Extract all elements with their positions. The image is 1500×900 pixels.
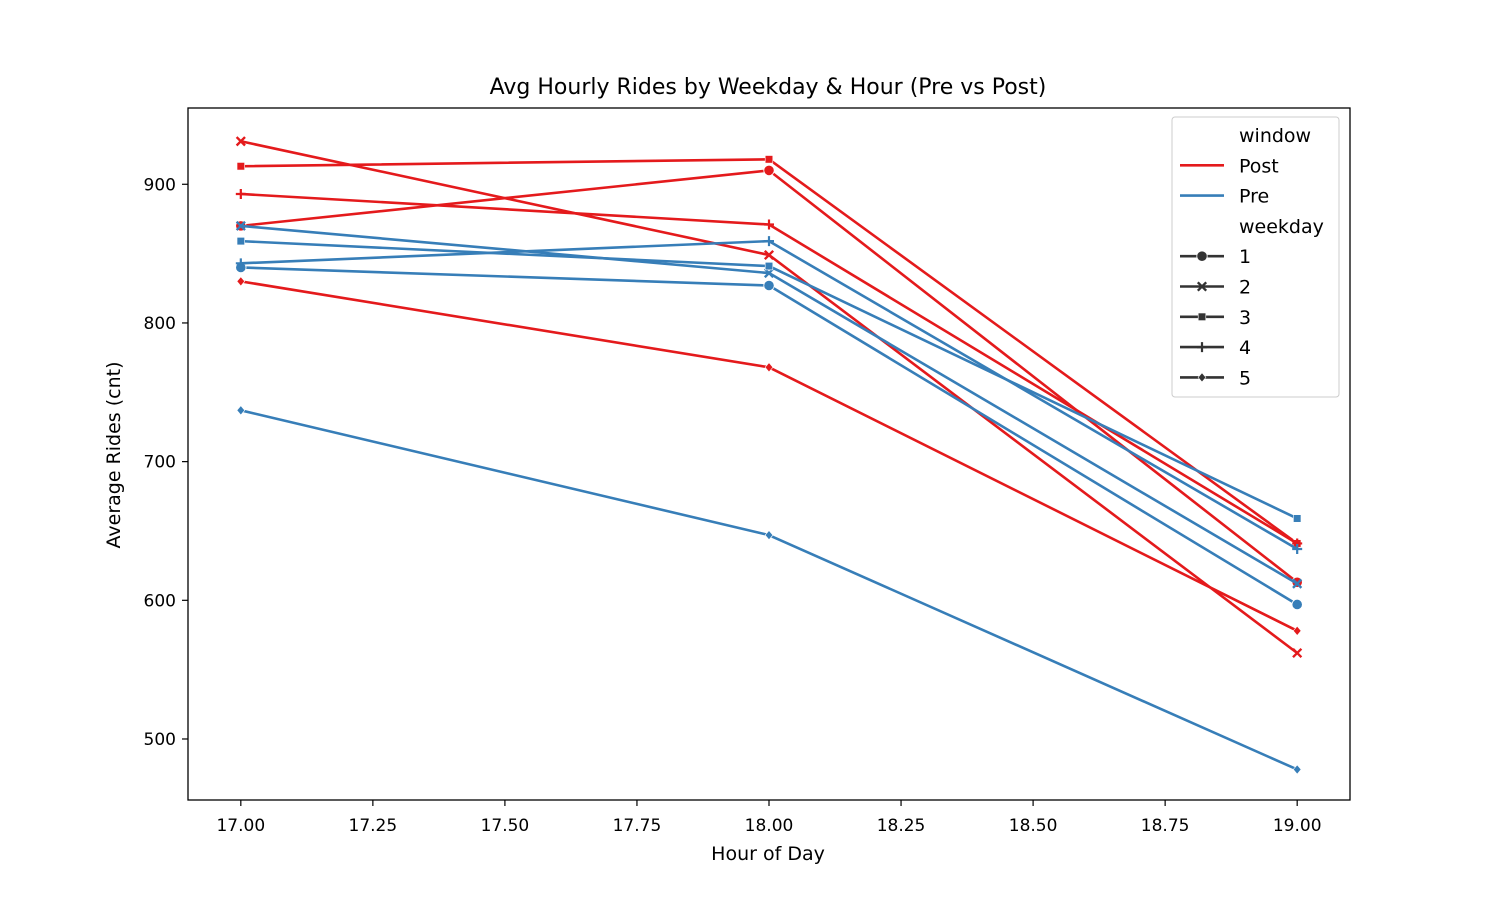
series-post-weekday-5 <box>236 276 1302 636</box>
data-point <box>235 258 246 269</box>
series-layer <box>235 136 1303 775</box>
legend-hue-title: window <box>1239 125 1311 147</box>
legend-marker <box>1197 342 1207 353</box>
data-point <box>235 220 246 231</box>
x-tick-label: 18.00 <box>745 816 794 836</box>
x-tick-label: 19.00 <box>1273 816 1322 836</box>
legend-item-weekday-3: 3 <box>1180 307 1251 329</box>
legend: window Post Pre weekday 1 2 3 4 5 <box>1171 116 1340 398</box>
x-tick-label: 18.75 <box>1141 816 1190 836</box>
data-point <box>236 405 246 416</box>
data-point <box>1292 543 1303 554</box>
y-axis-label: Average Rides (cnt) <box>103 362 125 549</box>
data-point <box>1292 764 1302 775</box>
data-point <box>764 219 774 230</box>
data-point <box>236 162 245 171</box>
series-post-weekday-2 <box>235 136 1303 659</box>
data-point <box>764 530 774 541</box>
data-point <box>235 188 246 199</box>
data-point <box>764 362 774 373</box>
legend-marker <box>1197 312 1207 321</box>
data-point <box>1292 647 1303 659</box>
x-tick-label: 18.50 <box>1009 816 1058 836</box>
data-point <box>1292 625 1302 636</box>
legend-item-weekday-4: 4 <box>1180 337 1251 359</box>
data-point <box>763 164 775 177</box>
y-tick-label: 700 <box>144 453 176 473</box>
y-tick-label: 800 <box>144 314 176 334</box>
x-tick-label: 17.50 <box>481 816 530 836</box>
legend-item-post: Post <box>1180 155 1279 177</box>
y-tick-label: 600 <box>144 591 176 611</box>
legend-label: 4 <box>1239 337 1251 359</box>
legend-marker <box>1196 250 1208 262</box>
legend-label: 1 <box>1239 246 1251 268</box>
series-pre-weekday-3 <box>236 237 1302 523</box>
legend-item-weekday-2: 2 <box>1180 277 1251 299</box>
data-point <box>763 249 775 261</box>
plot-frame <box>187 107 1351 801</box>
x-tick-label: 17.75 <box>613 816 662 836</box>
chart-title: Avg Hourly Rides by Weekday & Hour (Pre … <box>490 75 1047 100</box>
legend-label: Post <box>1239 155 1279 177</box>
data-point <box>763 279 775 292</box>
series-pre-weekday-5 <box>236 405 1302 775</box>
legend-style-title: weekday <box>1239 216 1324 238</box>
legend-marker <box>1197 372 1207 383</box>
data-point <box>1293 514 1302 523</box>
legend-label: 2 <box>1239 277 1251 299</box>
legend-marker <box>1196 281 1208 292</box>
series-post-weekday-4 <box>235 188 1303 549</box>
data-point <box>236 276 246 287</box>
legend-item-pre: Pre <box>1180 186 1269 208</box>
data-point <box>235 136 246 147</box>
x-axis-label: Hour of Day <box>711 843 825 865</box>
data-point <box>763 267 775 279</box>
series-pre-weekday-2 <box>235 220 1303 589</box>
data-point <box>1291 598 1303 611</box>
x-tick-label: 17.00 <box>216 816 265 836</box>
legend-box <box>1171 116 1340 398</box>
axes: 17.00 17.25 17.50 17.75 18.00 18.25 18.50 18.75… <box>144 175 1322 836</box>
data-point <box>1292 578 1303 589</box>
series-pre-weekday-4 <box>235 236 1303 554</box>
legend-item-weekday-1: 1 <box>1180 246 1251 268</box>
data-point <box>764 155 774 164</box>
data-point <box>236 237 245 246</box>
x-tick-label: 18.25 <box>877 816 926 836</box>
legend-label: Pre <box>1239 186 1269 208</box>
y-tick-label: 900 <box>144 175 176 195</box>
legend-item-weekday-5: 5 <box>1180 367 1251 389</box>
y-tick-label: 500 <box>144 730 176 750</box>
legend-label: 5 <box>1239 367 1251 389</box>
legend-label: 3 <box>1239 307 1251 329</box>
x-tick-label: 17.25 <box>349 816 398 836</box>
data-point <box>764 236 774 247</box>
data-point <box>764 261 774 271</box>
